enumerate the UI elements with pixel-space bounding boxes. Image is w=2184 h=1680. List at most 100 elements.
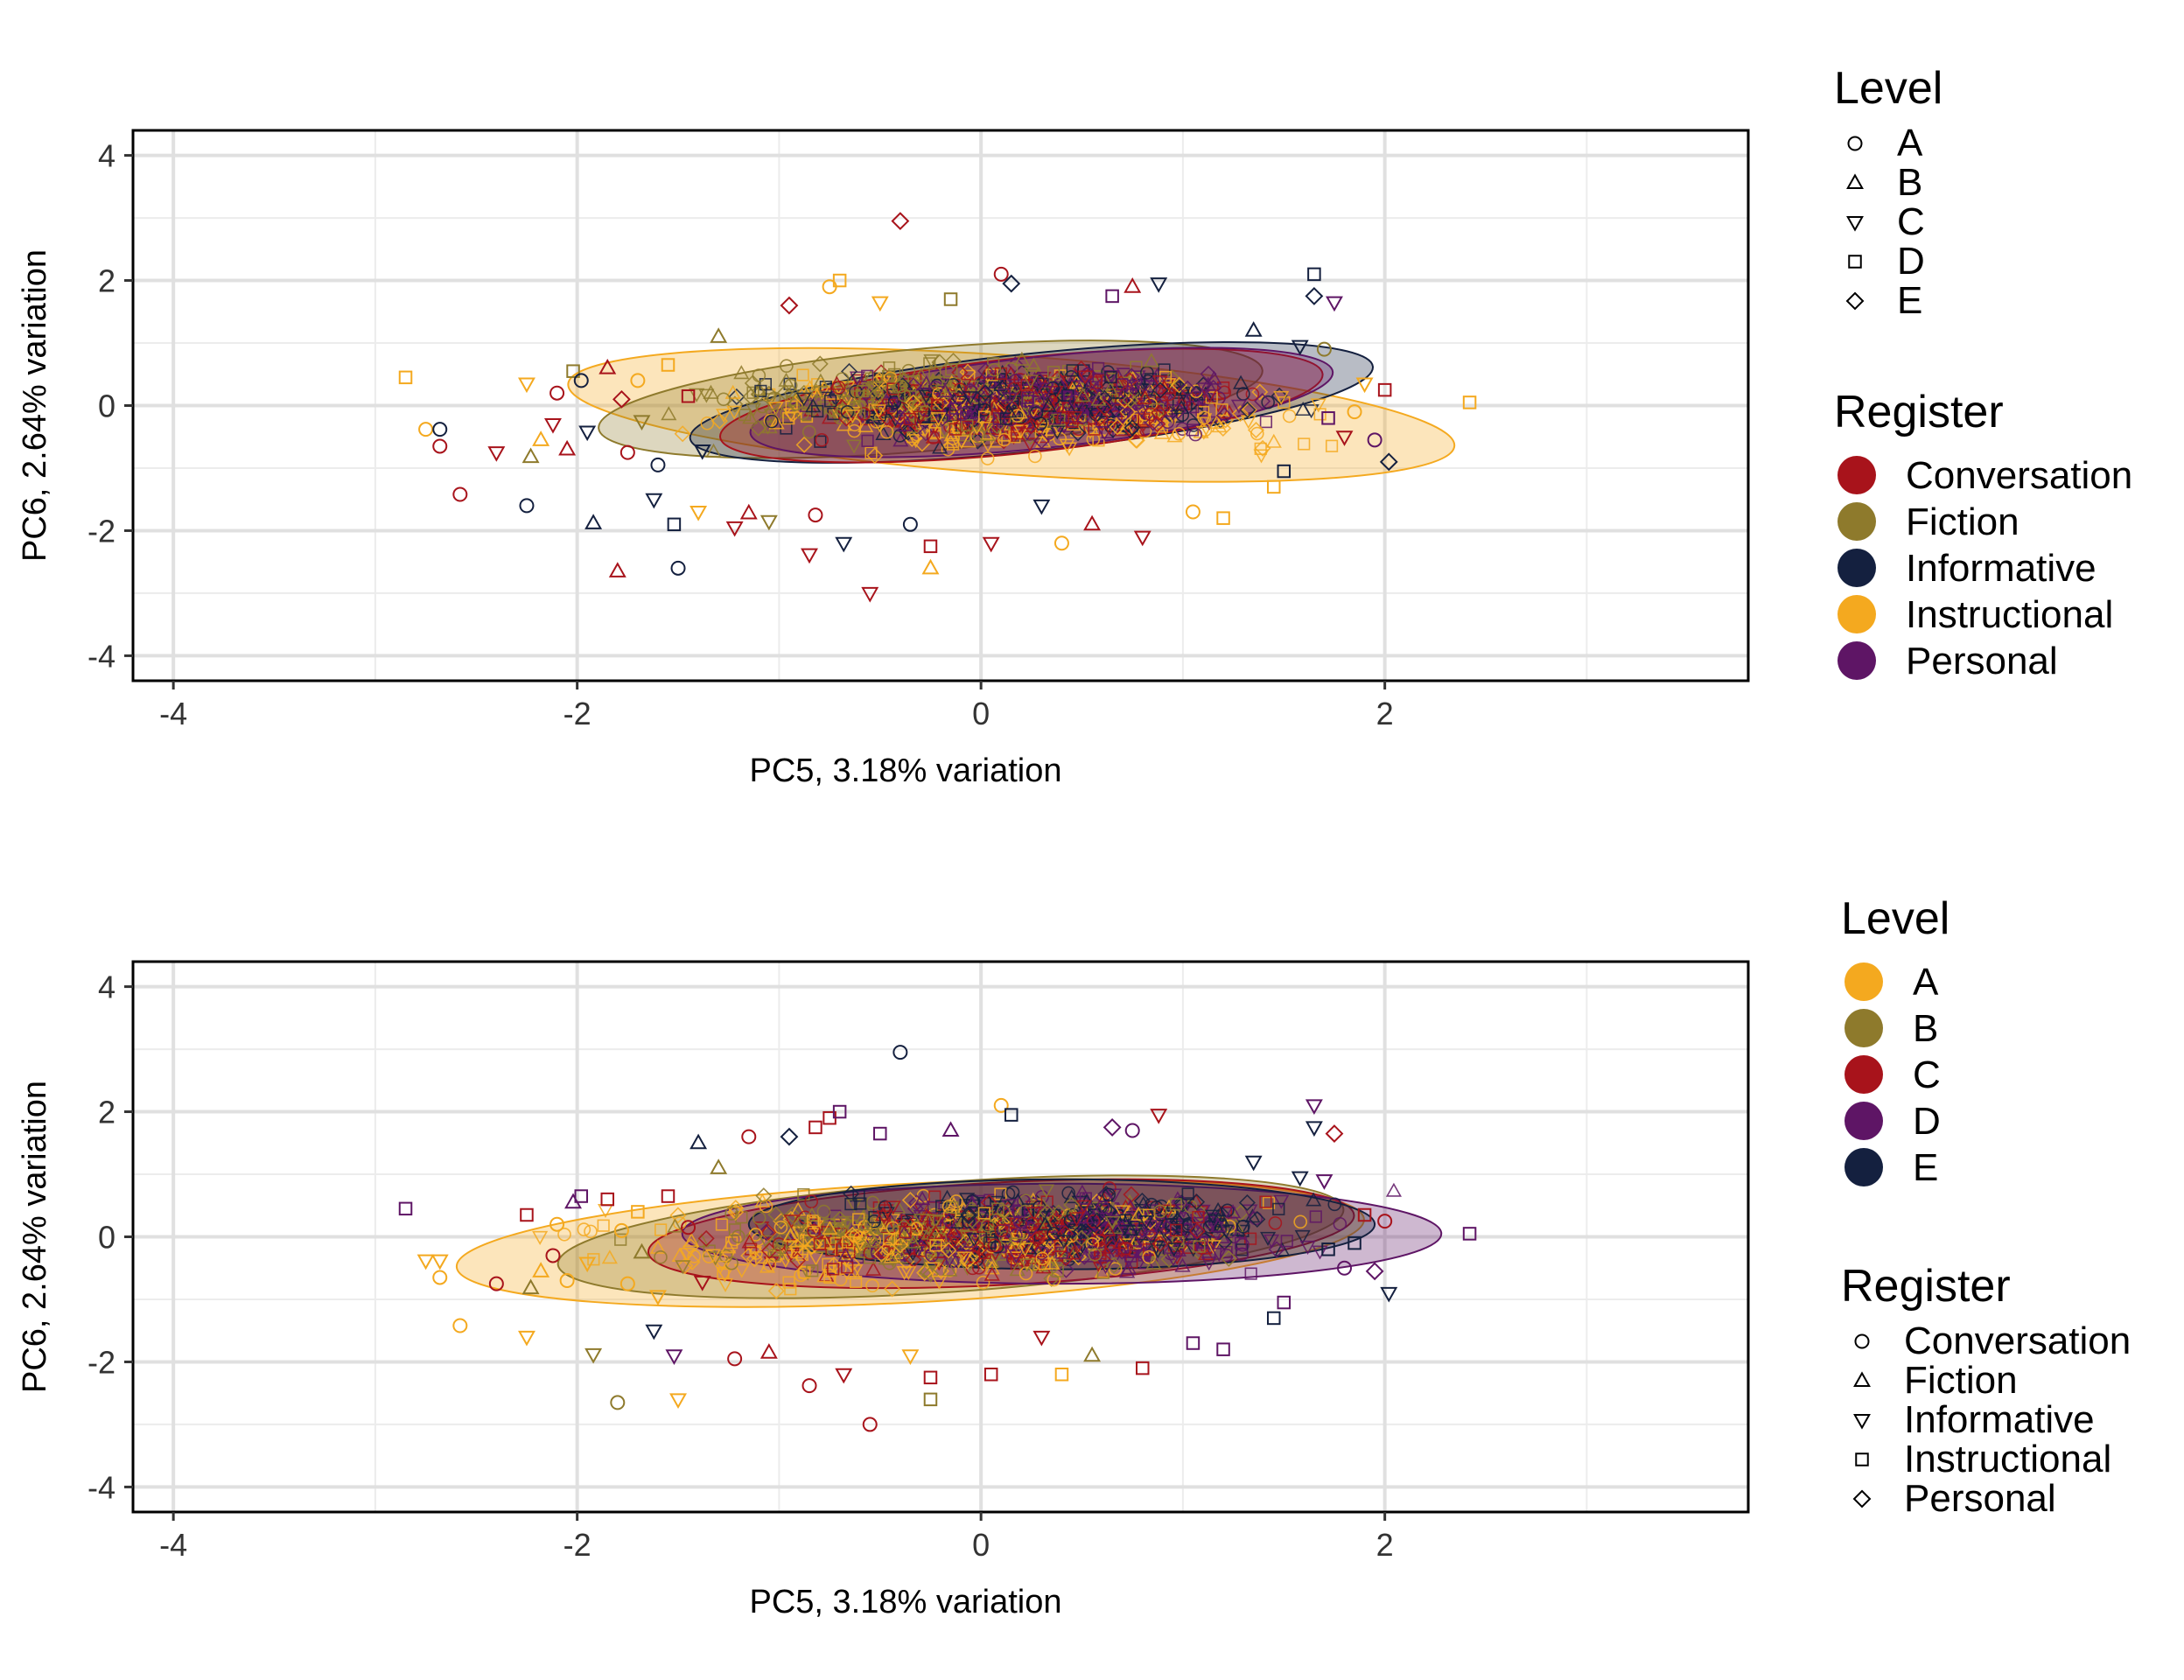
cloud-point: [930, 399, 944, 412]
cloud-point: [803, 1207, 821, 1222]
cloud-point: [816, 1268, 833, 1283]
cloud-point: [1144, 407, 1158, 422]
cloud-point: [966, 1233, 983, 1248]
data-point: [488, 1276, 504, 1292]
y-axis-title: PC6, 2.64% variation: [17, 1081, 53, 1393]
data-point: [923, 1392, 938, 1407]
cloud-point: [864, 1236, 880, 1250]
cloud-point: [1035, 1251, 1050, 1266]
data-point: [452, 486, 468, 502]
cloud-point: [1273, 1194, 1290, 1209]
data-point: [1185, 504, 1200, 520]
cloud-point: [822, 1218, 836, 1231]
cloud-point: [1206, 370, 1222, 385]
legend-title: Level: [1834, 63, 1942, 114]
cloud-point: [767, 1206, 785, 1223]
cloud-point: [895, 410, 912, 424]
data-point: [923, 539, 938, 554]
cloud-point: [858, 417, 874, 433]
data-point: [1150, 277, 1168, 293]
cloud-point: [842, 1236, 855, 1249]
cloud-point: [724, 1207, 738, 1221]
cloud-point: [890, 412, 906, 427]
y-tick-label: -2: [88, 1344, 116, 1380]
cloud-point: [876, 1210, 892, 1225]
data-point: [608, 562, 626, 578]
cloud-point: [1152, 414, 1170, 431]
cloud-point: [870, 388, 885, 402]
cloud-point: [1018, 1266, 1033, 1281]
cloud-point: [909, 373, 922, 386]
cloud-point: [752, 1211, 766, 1225]
cloud-point: [1211, 1248, 1228, 1263]
cloud-point: [872, 1245, 890, 1263]
cloud-point: [1224, 1204, 1242, 1219]
data-point: [760, 514, 778, 531]
cloud-point: [1138, 1215, 1154, 1230]
cloud-point: [1018, 1258, 1035, 1273]
data-point: [693, 444, 711, 460]
data-point: [690, 506, 708, 522]
data-point: [921, 558, 940, 575]
cloud-point: [1143, 353, 1160, 368]
cloud-point: [885, 1200, 901, 1215]
cloud-point: [1063, 1189, 1080, 1204]
cloud-point: [854, 1197, 867, 1210]
data-point: [1277, 464, 1292, 479]
cloud-point: [976, 362, 994, 380]
cloud-point: [987, 1195, 1004, 1210]
cloud-point: [798, 1232, 811, 1245]
data-point: [598, 358, 617, 374]
data-point: [418, 422, 434, 438]
cloud-point: [669, 1207, 687, 1224]
cloud-point: [928, 381, 942, 395]
cloud-point: [767, 401, 784, 416]
data-point: [669, 1393, 687, 1410]
data-point: [432, 422, 448, 438]
cloud-point: [1018, 1194, 1033, 1208]
cloud-point: [865, 1261, 882, 1276]
cloud-point: [877, 1245, 890, 1258]
data-point: [610, 1395, 626, 1410]
data-point: [1004, 1108, 1018, 1122]
cloud-point: [945, 363, 958, 376]
cloud-point: [1274, 1242, 1291, 1256]
cloud-point: [728, 388, 746, 405]
cloud-point: [1268, 1215, 1283, 1230]
cloud-point: [697, 1229, 715, 1247]
cloud-point: [865, 1195, 880, 1210]
data-point: [487, 446, 506, 462]
cloud-point: [808, 1216, 821, 1230]
cloud-point: [944, 353, 962, 370]
cloud-point: [1056, 410, 1070, 424]
cloud-point: [864, 446, 878, 459]
cloud-point: [1133, 1192, 1151, 1210]
legend-label: Personal: [1904, 1477, 2056, 1520]
cloud-point: [983, 375, 996, 389]
cloud-point: [914, 1213, 930, 1228]
cloud-point: [746, 1250, 763, 1268]
cloud-point: [676, 1257, 694, 1275]
cloud-point: [745, 402, 761, 417]
cloud-point: [1249, 1210, 1266, 1228]
cloud-point: [1171, 376, 1188, 394]
cloud-point: [750, 419, 767, 437]
cloud-point: [717, 1268, 733, 1283]
data-point: [832, 1104, 847, 1119]
legend-swatch: [1838, 456, 1876, 494]
cloud-point: [1119, 1264, 1136, 1278]
cloud-point: [983, 1205, 999, 1221]
cloud-point: [914, 1190, 931, 1206]
cloud-point: [1050, 1204, 1068, 1222]
cloud-point: [969, 1194, 986, 1209]
cloud-point: [1153, 1204, 1167, 1219]
cloud-point: [601, 1250, 618, 1264]
data-point: [801, 548, 818, 564]
data-point: [1266, 1311, 1281, 1326]
cloud-point: [755, 1187, 773, 1205]
cloud-point: [858, 1216, 874, 1231]
data-point: [943, 292, 958, 306]
legend-label: Fiction: [1906, 500, 2020, 543]
cloud-point: [649, 1239, 666, 1254]
cloud-point: [947, 438, 960, 451]
